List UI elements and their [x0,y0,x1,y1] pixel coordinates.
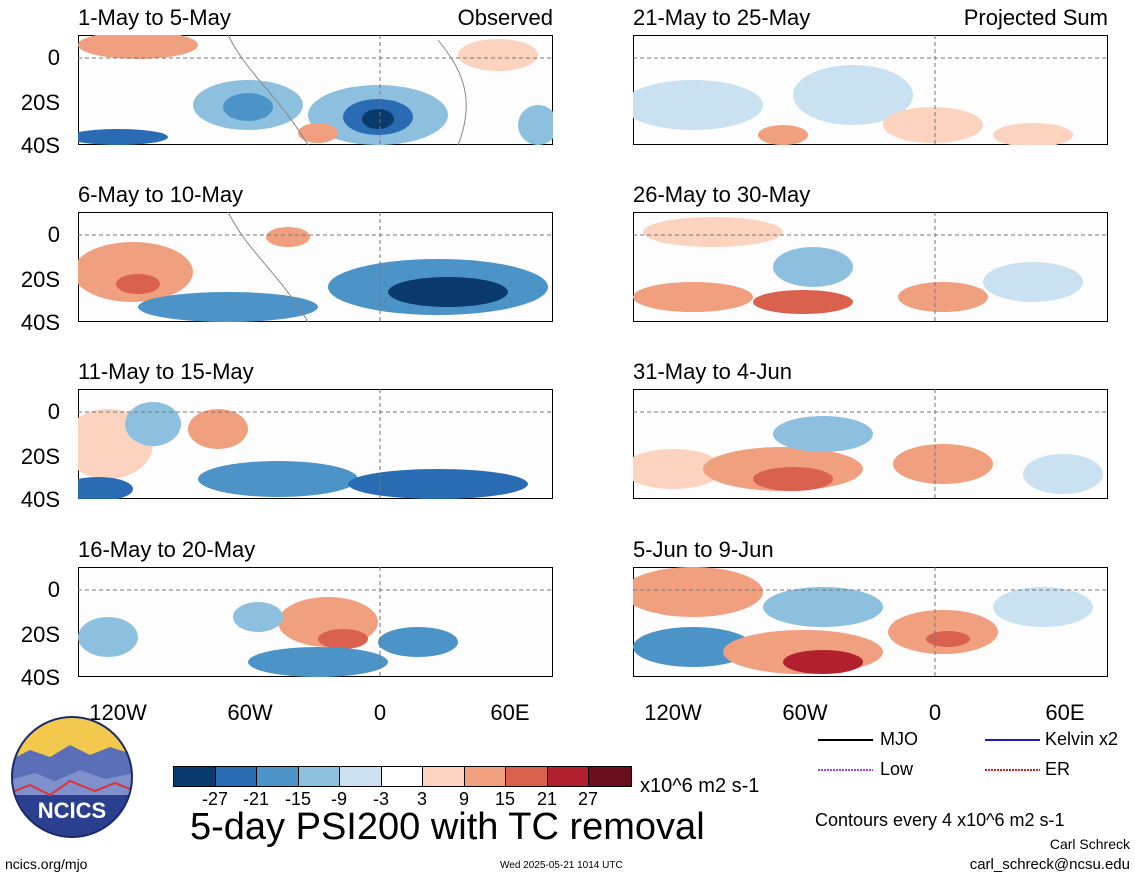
map-panel-5: 21-May to 25-May Projected Sum [633,5,1108,145]
logo-text: NCICS [38,798,106,823]
colorbar-swatch [464,767,506,786]
map-panel-2: 6-May to 10-May [78,182,553,322]
panel-tag: Observed [457,5,553,30]
panel-title: 11-May to 15-May [78,359,254,384]
lat-label: 40S [20,487,60,512]
colorbar-tick: -27 [201,789,228,809]
lat-label: 40S [20,310,60,335]
colorbar-tick: -21 [242,789,269,809]
legend-kelvin: Kelvin x2 [1045,729,1119,749]
map-panel-4: 16-May to 20-May [78,537,553,677]
map-panel-1: 1-May to 5-May Observed [78,5,553,145]
anomaly-map [78,567,553,677]
lat-label: 20S [20,90,60,115]
legend-mjo-line [818,739,873,741]
map-panel-8: 5-Jun to 9-Jun [633,537,1108,677]
legend-mjo: MJO [880,729,918,749]
legend-er: ER [1045,759,1071,779]
colorbar-swatch [257,767,299,786]
panel-title: 26-May to 30-May [633,182,811,207]
colorbar-tick: 21 [536,789,558,809]
colorbar-tick: 27 [577,789,599,809]
anomaly-map [633,212,1108,322]
ncics-logo: NCICS [11,716,133,838]
lon-label: 60W [782,700,828,725]
colorbar-swatch [298,767,340,786]
lat-label: 0 [47,45,60,70]
anomaly-map [78,389,553,499]
anomaly-map [633,35,1108,145]
colorbar-tick: 9 [458,789,469,809]
colorbar-tick: -15 [284,789,311,809]
lat-label: 40S [20,665,60,690]
colorbar-swatch [423,767,465,786]
anomaly-map [78,35,553,145]
panel-title: 21-May to 25-May [633,5,811,30]
anomaly-map [78,212,553,322]
lat-label: 20S [20,622,60,647]
colorbar-tick: 15 [494,789,516,809]
legend-er-line [985,769,1040,771]
map-panel-3: 11-May to 15-May [78,359,553,499]
panel-title: 6-May to 10-May [78,182,244,207]
lat-label: 20S [20,267,60,292]
map-panel-6: 26-May to 30-May [633,182,1108,322]
colorbar-units: x10^6 m2 s-1 [640,775,760,797]
lat-label: 0 [47,577,60,602]
timestamp: Wed 2025-05-21 1014 UTC [500,860,623,871]
lon-label: 0 [928,700,942,725]
lon-label: 120W [644,700,702,725]
site-link[interactable]: ncics.org/mjo [5,856,88,872]
panel-title: 31-May to 4-Jun [633,359,792,384]
anomaly-map [633,567,1108,677]
colorbar-swatch [340,767,382,786]
colorbar [173,766,632,787]
contour-note: Contours every 4 x10^6 m2 s-1 [815,810,1065,830]
map-panel-7: 31-May to 4-Jun [633,359,1108,499]
colorbar-tick: -3 [372,789,389,809]
author-email[interactable]: carl_schreck@ncsu.edu [969,856,1130,873]
panel-tag: Projected Sum [963,5,1108,30]
lat-label: 0 [47,399,60,424]
lat-label: 40S [20,133,60,158]
lon-label: 0 [373,700,387,725]
panel-title: 1-May to 5-May [78,5,231,30]
lat-label: 20S [20,444,60,469]
anomaly-map [633,389,1108,499]
legend-low: Low [880,759,914,779]
legend-kelvin-line [985,739,1040,741]
lon-label: 60E [490,700,530,725]
colorbar-swatch [174,767,216,786]
colorbar-swatch [215,767,257,786]
lon-label: 120W [89,700,147,725]
colorbar-swatch [506,767,548,786]
colorbar-tick: -9 [330,789,347,809]
legend-low-line [818,769,873,771]
lon-label: 60W [227,700,273,725]
author: Carl Schreck [1049,836,1130,852]
colorbar-tick: 3 [416,789,427,809]
lon-label: 60E [1045,700,1085,725]
panel-title: 16-May to 20-May [78,537,256,562]
lat-label: 0 [47,222,60,247]
colorbar-swatch [547,767,589,786]
main-title: 5-day PSI200 with TC removal [190,806,705,848]
colorbar-swatch [589,767,631,786]
colorbar-swatch [381,767,423,786]
panel-title: 5-Jun to 9-Jun [633,537,774,562]
